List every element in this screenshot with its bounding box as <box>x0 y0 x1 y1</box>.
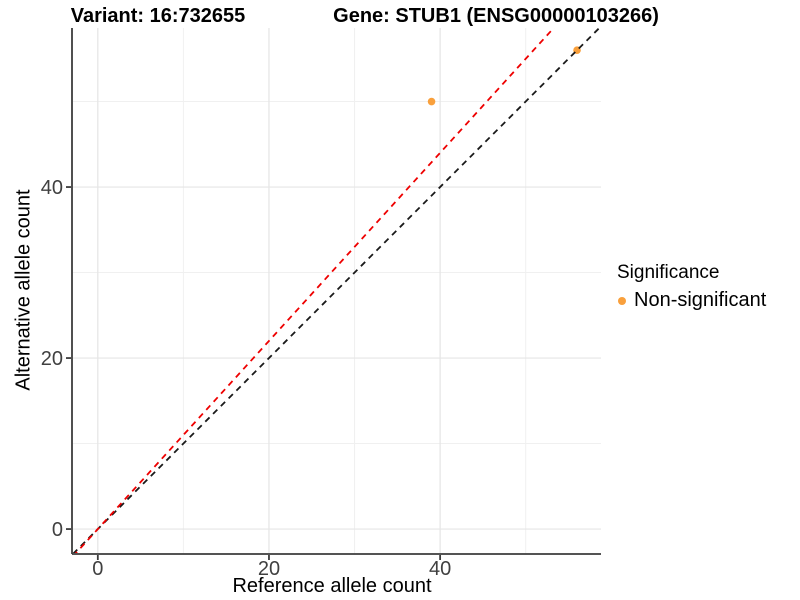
y-axis-title: Alternative allele count <box>12 189 35 391</box>
y-tick-label: 20 <box>41 348 63 370</box>
expected-line <box>74 28 555 553</box>
identity-line <box>73 28 601 553</box>
legend: Significance Non-significant <box>615 262 766 312</box>
legend-item-label: Non-significant <box>634 289 767 311</box>
gene-title: Gene: STUB1 (ENSG00000103266) <box>333 5 659 27</box>
y-tick-label: 0 <box>52 519 63 541</box>
variant-title: Variant: 16:732655 <box>70 5 246 27</box>
x-tick-label: 40 <box>429 558 451 580</box>
legend-point-icon <box>615 292 629 310</box>
legend-title: Significance <box>617 262 720 283</box>
x-axis-title: Reference allele count <box>232 575 432 597</box>
x-tick-label: 20 <box>258 558 280 580</box>
x-tick-label: 0 <box>92 558 103 580</box>
legend-item-non-significant: Non-significant <box>615 289 766 312</box>
data-point <box>427 97 436 106</box>
y-tick-label: 40 <box>41 177 63 199</box>
